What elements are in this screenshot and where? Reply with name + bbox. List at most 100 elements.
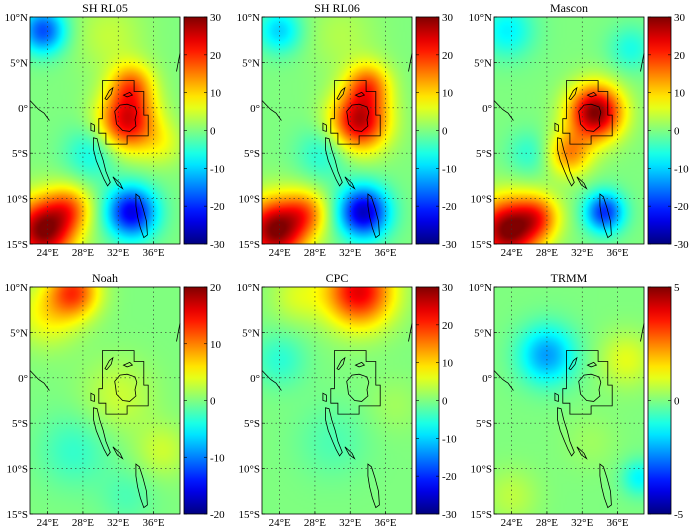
colorbar-tick-label: 20 [210, 282, 222, 294]
outline [586, 361, 598, 368]
outline [114, 103, 138, 132]
colorbar-tick-label: -20 [442, 471, 457, 483]
colorbar-tick-label: -20 [442, 201, 457, 213]
lat-tick-label: 15°S [470, 509, 492, 521]
colorbar-tick-label: -30 [442, 239, 457, 251]
map-frame [29, 286, 181, 515]
outline [554, 122, 559, 132]
outline [330, 80, 381, 145]
outline [261, 370, 282, 391]
outline [640, 323, 645, 342]
lat-tick-label: 5°S [244, 148, 260, 160]
colorbar-tick-label: -5 [674, 509, 684, 521]
lat-tick-label: 0° [18, 373, 28, 385]
outline [90, 122, 95, 132]
outline [354, 91, 366, 98]
outline [135, 463, 148, 509]
lat-tick-label: 5°N [242, 57, 260, 69]
colorbar-tick-label: 10 [442, 88, 454, 100]
lat-tick-label: 0° [482, 373, 492, 385]
lat-tick-label: 5°N [474, 327, 492, 339]
colorbar-tick-label: 30 [674, 12, 686, 24]
outline [325, 137, 343, 187]
lat-tick-label: 0° [482, 103, 492, 115]
colorbar-tick-label: 30 [442, 12, 454, 24]
colorbar-tick-label: 20 [442, 320, 454, 332]
panel-3: Noah 10°N 5°N 0° 5°S 10°S 15°S 24°E 28°E 32°E 36°E… [5, 271, 226, 529]
colorbar-tick-label: 10 [210, 339, 222, 351]
colorbar-tick-label: 0 [210, 396, 216, 408]
outline [346, 373, 370, 402]
lon-tick-label: 32°E [571, 247, 593, 259]
outline [330, 350, 381, 415]
lat-tick-label: 5°S [12, 418, 28, 430]
lat-tick-label: 0° [250, 373, 260, 385]
colorbar-tick-label: 0 [674, 396, 680, 408]
lon-tick-label: 28°E [536, 517, 558, 529]
outline [135, 193, 148, 239]
lat-tick-label: 15°S [6, 239, 28, 251]
outline [104, 86, 114, 101]
panel-title: Mascon [550, 1, 588, 15]
lon-tick-label: 36°E [606, 247, 628, 259]
panel-title: SH RL06 [314, 1, 360, 15]
colorbar-tick-label: -20 [674, 201, 689, 213]
outline [599, 463, 612, 509]
colorbar [647, 16, 672, 245]
outline [367, 193, 380, 239]
lon-tick-label: 28°E [304, 247, 326, 259]
colorbar-tick-label: -30 [210, 239, 225, 251]
heatmap-field [30, 287, 180, 514]
lon-tick-label: 36°E [374, 247, 396, 259]
outline [336, 86, 346, 101]
outline [599, 193, 612, 239]
lat-tick-label: 10°N [5, 282, 28, 294]
colorbar-tick-label: 20 [442, 50, 454, 62]
outline [98, 80, 149, 145]
outline [586, 91, 598, 98]
outline [562, 80, 613, 145]
outline [562, 350, 613, 415]
lon-tick-label: 36°E [606, 517, 628, 529]
heatmap-field [494, 287, 644, 514]
lat-tick-label: 0° [18, 103, 28, 115]
outline [93, 137, 111, 187]
heatmap-field [30, 17, 180, 244]
map-frame [493, 16, 645, 245]
outline [346, 103, 370, 132]
outline [261, 100, 282, 121]
outline [493, 370, 514, 391]
outline [90, 392, 95, 402]
outline [344, 446, 356, 460]
colorbar-tick-label: 10 [674, 88, 686, 100]
colorbar-tick-label: 30 [210, 12, 222, 24]
outline [322, 122, 327, 132]
colorbar-tick-label: -30 [674, 239, 689, 251]
colorbar [183, 286, 208, 515]
panel-0: SH RL05 10°N 5°N 0° 5°S 10°S 15°S 24°E 28°E 32°E 3… [5, 1, 226, 259]
lat-tick-label: 15°S [470, 239, 492, 251]
outline [112, 446, 124, 460]
lat-tick-label: 10°N [469, 282, 492, 294]
colorbar-tick-label: 0 [442, 396, 448, 408]
lon-tick-label: 32°E [339, 517, 361, 529]
outline [322, 392, 327, 402]
colorbar [183, 16, 208, 245]
outline [354, 361, 366, 368]
lat-tick-label: 10°N [237, 282, 260, 294]
lat-tick-label: 5°S [476, 148, 492, 160]
lon-tick-label: 28°E [72, 247, 94, 259]
lat-tick-label: 15°S [238, 239, 260, 251]
outline [578, 373, 602, 402]
outline [557, 407, 575, 457]
panel-title: TRMM [551, 271, 588, 285]
panel-4: CPC 10°N 5°N 0° 5°S 10°S 15°S 24°E 28°E 32°E 36°E 3… [237, 271, 458, 529]
lat-tick-label: 10°S [6, 464, 28, 476]
panel-2: Mascon 10°N 5°N 0° 5°S 10°S 15°S 24°E 28°E 32°E 36… [469, 1, 690, 259]
outline [408, 53, 413, 72]
lon-tick-label: 24°E [37, 517, 59, 529]
outline [568, 86, 578, 101]
colorbar-tick-label: 0 [442, 126, 448, 138]
lat-tick-label: 0° [250, 103, 260, 115]
lon-tick-label: 24°E [269, 517, 291, 529]
